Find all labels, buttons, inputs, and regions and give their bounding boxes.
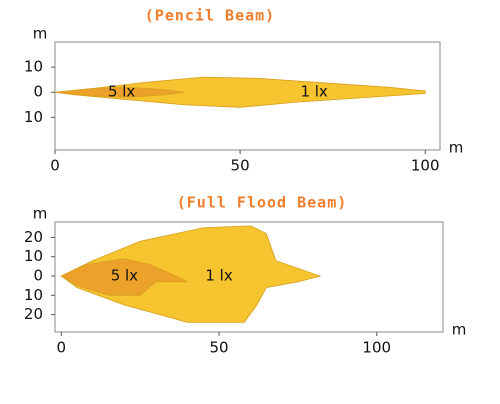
x-tick-label: 0 [50, 157, 60, 175]
x-axis-label: m [452, 321, 467, 339]
chart-title: (Pencil Beam) [145, 7, 275, 25]
isolux-area [54, 76, 426, 108]
isolux-label: 1 lx [205, 267, 232, 285]
y-tick-label: 0 [33, 267, 43, 285]
y-tick-label: 0 [33, 83, 43, 101]
isolux-area [60, 225, 322, 323]
x-tick-label: 50 [209, 339, 228, 357]
y-tick-label: 10 [24, 286, 43, 304]
isolux-area [54, 86, 185, 98]
y-tick-label: 20 [24, 305, 43, 323]
isolux-label: 5 lx [111, 267, 138, 285]
y-axis-label: m [33, 205, 48, 223]
isolux-label: 5 lx [108, 83, 135, 101]
x-tick-label: 0 [57, 339, 67, 357]
y-tick-label: 10 [24, 247, 43, 265]
y-axis-label: m [33, 25, 48, 43]
x-tick-label: 100 [362, 339, 391, 357]
x-axis-label: m [449, 139, 464, 157]
x-tick-label: 50 [231, 157, 250, 175]
x-tick-label: 100 [411, 157, 440, 175]
y-tick-label: 10 [24, 58, 43, 76]
isolux-area [60, 258, 188, 296]
y-tick-label: 20 [24, 228, 43, 246]
chart-title: (Full Flood Beam) [177, 194, 348, 212]
y-tick-label: 10 [24, 108, 43, 126]
isolux-label: 1 lx [300, 83, 327, 101]
